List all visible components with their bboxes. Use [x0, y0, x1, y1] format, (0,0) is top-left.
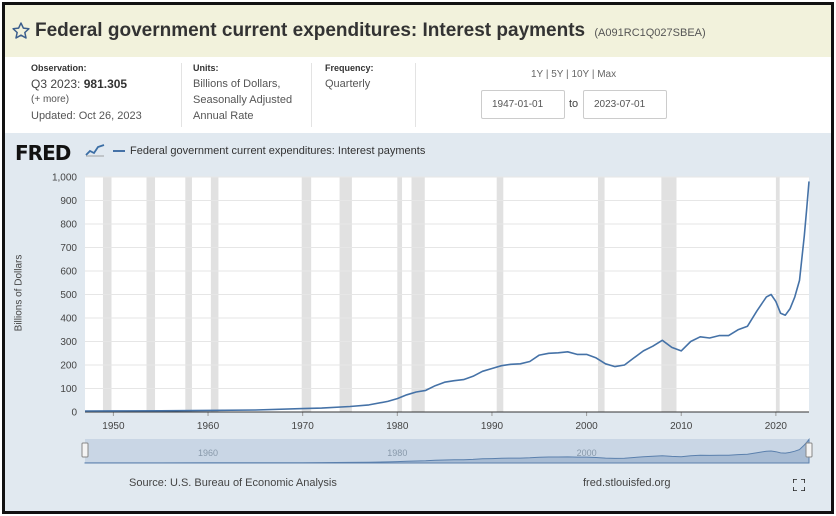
y-tick-label: 100	[60, 384, 77, 395]
series-header: Federal government current expenditures:…	[5, 5, 831, 57]
range-buttons: 1Y | 5Y | 10Y | Max	[531, 69, 617, 80]
navigator-right-handle[interactable]	[805, 442, 813, 458]
fred-logo: FRED	[15, 141, 71, 165]
y-tick-label: 500	[60, 290, 77, 301]
x-tick-label: 1980	[386, 421, 409, 432]
x-tick-label: 2000	[575, 421, 598, 432]
divider	[181, 63, 182, 127]
star-icon[interactable]	[11, 21, 31, 41]
observation-value: 981.305	[83, 77, 128, 91]
units-line-1: Billions of Dollars,	[193, 78, 281, 90]
x-tick-label: 1990	[481, 421, 504, 432]
fred-url-link[interactable]: fred.stlouisfed.org	[583, 477, 671, 489]
range-10y-button[interactable]: 10Y	[571, 69, 590, 80]
date-to-label: to	[569, 98, 579, 110]
y-tick-label: 800	[60, 220, 77, 231]
end-date-input[interactable]: 2023-07-01	[583, 90, 667, 119]
y-axis-label: Billions of Dollars	[13, 254, 25, 332]
chart-area: 0 100 200 300 400 500 600 700 800 900 1,000 1950 196…	[5, 133, 831, 511]
x-tick-label: 1950	[102, 421, 125, 432]
frequency-label: Frequency:	[325, 63, 374, 73]
chart-svg: 0 100 200 300 400 500 600 700 800 900 1,000 1950 196…	[52, 173, 813, 464]
series-title: Federal government current expenditures:…	[35, 20, 586, 41]
more-link[interactable]: (+ more)	[31, 94, 70, 105]
navigator-label: 2000	[577, 448, 597, 458]
observation-label: Observation:	[31, 63, 87, 73]
observation-period: Q3 2023:	[31, 77, 81, 91]
units-line-2: Seasonally Adjusted	[193, 94, 293, 106]
series-id: (A091RC1Q027SBEA)	[594, 27, 706, 39]
expand-icon[interactable]	[793, 479, 805, 491]
units-label: Units:	[193, 63, 219, 73]
frequency-block: Frequency: Quarterly	[325, 63, 374, 92]
navigator-label: 1980	[387, 448, 407, 458]
y-tick-label: 0	[71, 408, 77, 419]
x-tick-label: 1970	[292, 421, 315, 432]
navigator-series	[84, 437, 810, 464]
range-max-button[interactable]: Max	[597, 69, 617, 80]
navigator-left-handle[interactable]	[81, 442, 89, 458]
y-tick-label: 600	[60, 267, 77, 278]
y-tick-label: 1,000	[52, 173, 77, 184]
x-tick-label: 1960	[197, 421, 220, 432]
y-tick-label: 900	[60, 196, 77, 207]
range-1y-button[interactable]: 1Y	[531, 69, 544, 80]
y-tick-label: 400	[60, 314, 77, 325]
units-block: Units: Billions of Dollars, Seasonally A…	[193, 63, 292, 124]
y-tick-label: 300	[60, 337, 77, 348]
observation-block: Observation: Q3 2023: 981.305 (+ more) U…	[31, 63, 142, 124]
y-tick-label: 200	[60, 361, 77, 372]
observation-value-line: Q3 2023: 981.305	[31, 76, 142, 92]
legend-swatch	[113, 150, 125, 152]
start-date-input[interactable]: 1947-01-01	[481, 90, 565, 119]
series-line	[84, 181, 810, 412]
x-tick-label: 2020	[765, 421, 788, 432]
source-text: Source: U.S. Bureau of Economic Analysis	[129, 477, 337, 489]
navigator-label: 1960	[198, 448, 218, 458]
legend-label: Federal government current expenditures:…	[130, 145, 426, 157]
frequency-value: Quarterly	[325, 78, 371, 90]
y-tick-label: 700	[60, 243, 77, 254]
range-5y-button[interactable]: 5Y	[551, 69, 564, 80]
page-title: Federal government current expenditures:…	[35, 20, 706, 42]
units-line-3: Annual Rate	[193, 110, 254, 122]
divider	[415, 63, 416, 127]
divider	[311, 63, 312, 127]
updated-date: Updated: Oct 26, 2023	[31, 110, 142, 122]
x-tick-label: 2010	[670, 421, 693, 432]
chart-legend: Federal government current expenditures:…	[113, 145, 425, 157]
fred-logo-chart-icon	[85, 143, 105, 157]
